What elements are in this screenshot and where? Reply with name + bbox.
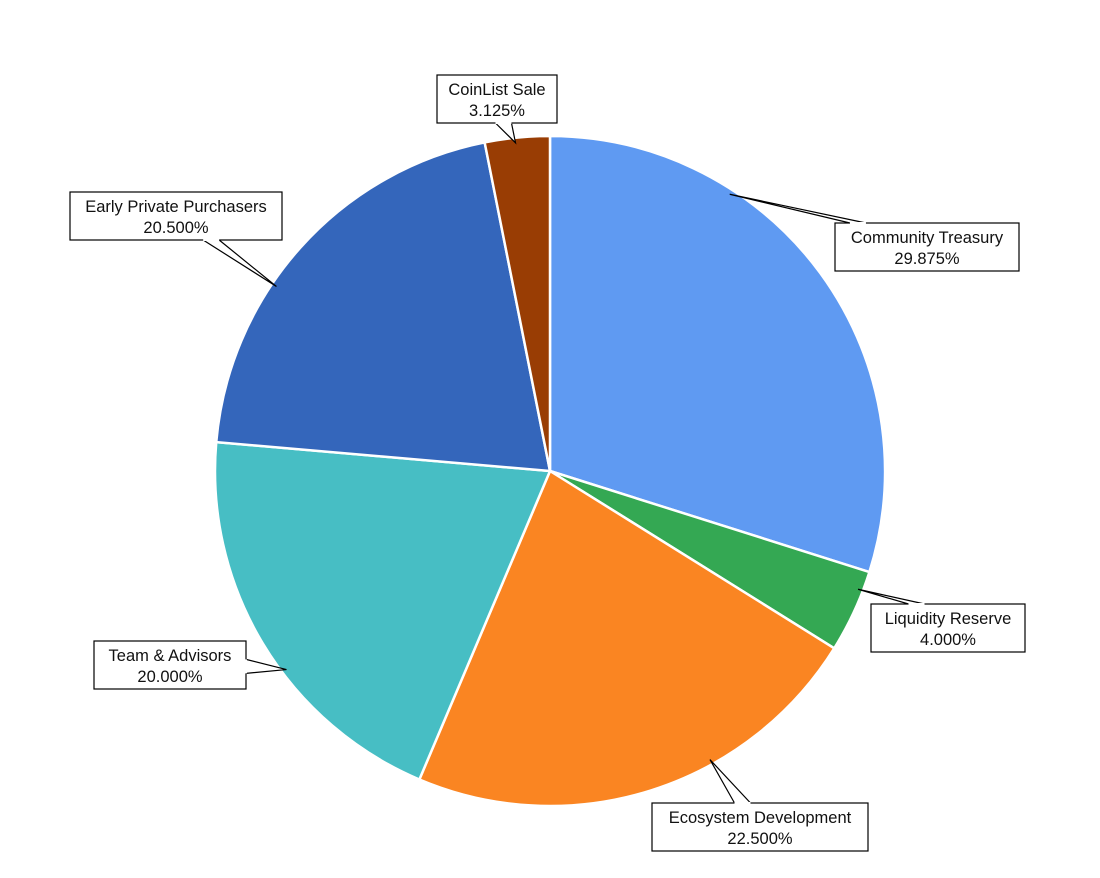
pie-callouts: Community Treasury 29.875% Liquidity Reser… <box>69 74 1026 852</box>
callout-pointer <box>729 193 867 224</box>
pie-slice-team-advisors <box>213 440 552 781</box>
pie-slice-early-private-purchasers <box>214 141 552 473</box>
slice-label: Team & Advisors <box>109 647 232 665</box>
slice-label: Early Private Purchasers <box>85 198 267 216</box>
pie-slices <box>213 134 887 808</box>
callout-team-advisors: Team & Advisors 20.000% <box>93 640 287 690</box>
callout-box <box>834 222 1020 272</box>
callout-pointer <box>857 588 925 605</box>
slice-value-label: 3.125% <box>469 102 525 120</box>
slice-label: Community Treasury <box>851 229 1004 247</box>
slice-value-label: 29.875% <box>894 250 959 268</box>
slice-label: Liquidity Reserve <box>885 610 1012 628</box>
slice-value-label: 4.000% <box>920 631 976 649</box>
slice-label: Ecosystem Development <box>669 809 852 827</box>
callout-pointer <box>245 658 287 674</box>
callout-box <box>651 802 869 852</box>
slice-value-label: 20.500% <box>143 219 208 237</box>
callout-pointer <box>495 122 517 145</box>
callout-community-treasury: Community Treasury 29.875% <box>729 193 1020 272</box>
callout-ecosystem-development: Ecosystem Development 22.500% <box>651 759 869 852</box>
pie-slice-community-treasury <box>548 134 887 574</box>
callout-box <box>436 74 558 124</box>
callout-box <box>69 191 283 241</box>
slice-value-label: 22.500% <box>727 830 792 848</box>
callout-early-private-purchasers: Early Private Purchasers 20.500% <box>69 191 283 287</box>
callout-box <box>93 640 247 690</box>
callout-pointer <box>202 239 277 287</box>
slice-label: CoinList Sale <box>448 81 545 99</box>
slice-value-label: 20.000% <box>137 668 202 686</box>
pie-slice-coinlist-sale <box>483 134 552 473</box>
callout-coinlist-sale: CoinList Sale 3.125% <box>436 74 558 145</box>
callout-box <box>870 603 1026 653</box>
pie-slice-ecosystem-development <box>418 469 836 808</box>
callout-pointer <box>709 759 751 804</box>
callout-liquidity-reserve: Liquidity Reserve 4.000% <box>857 588 1026 653</box>
